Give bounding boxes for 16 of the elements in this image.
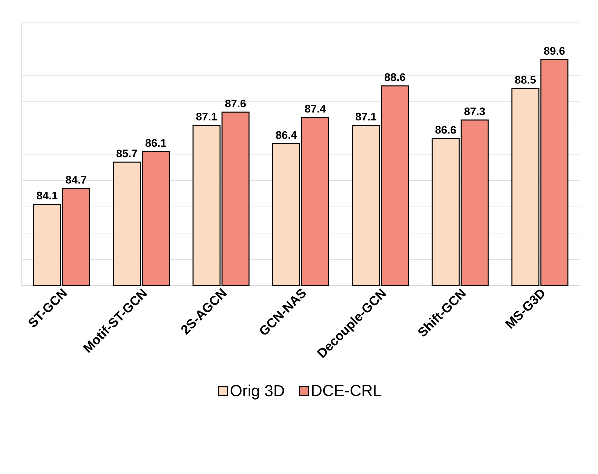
data-label: 86.4 bbox=[276, 131, 298, 140]
data-label: 87.3 bbox=[464, 108, 486, 116]
data-label: 85.7 bbox=[116, 150, 138, 158]
data-label: 88.5 bbox=[515, 76, 536, 84]
data-label: 84.1 bbox=[37, 192, 58, 200]
legend-label: Orig 3D bbox=[230, 384, 284, 400]
data-label: 87.6 bbox=[225, 100, 246, 108]
legend-label: DCE-CRL bbox=[312, 385, 382, 396]
data-label: 87.1 bbox=[356, 113, 377, 121]
data-label: 86.6 bbox=[436, 126, 456, 134]
data-label: 84.7 bbox=[66, 176, 87, 184]
data-label: 87.1 bbox=[196, 113, 218, 121]
data-label: 87.4 bbox=[305, 105, 326, 113]
data-label: 89.6 bbox=[544, 47, 565, 56]
data-label: 88.6 bbox=[384, 74, 406, 82]
data-label: 86.1 bbox=[146, 139, 166, 148]
